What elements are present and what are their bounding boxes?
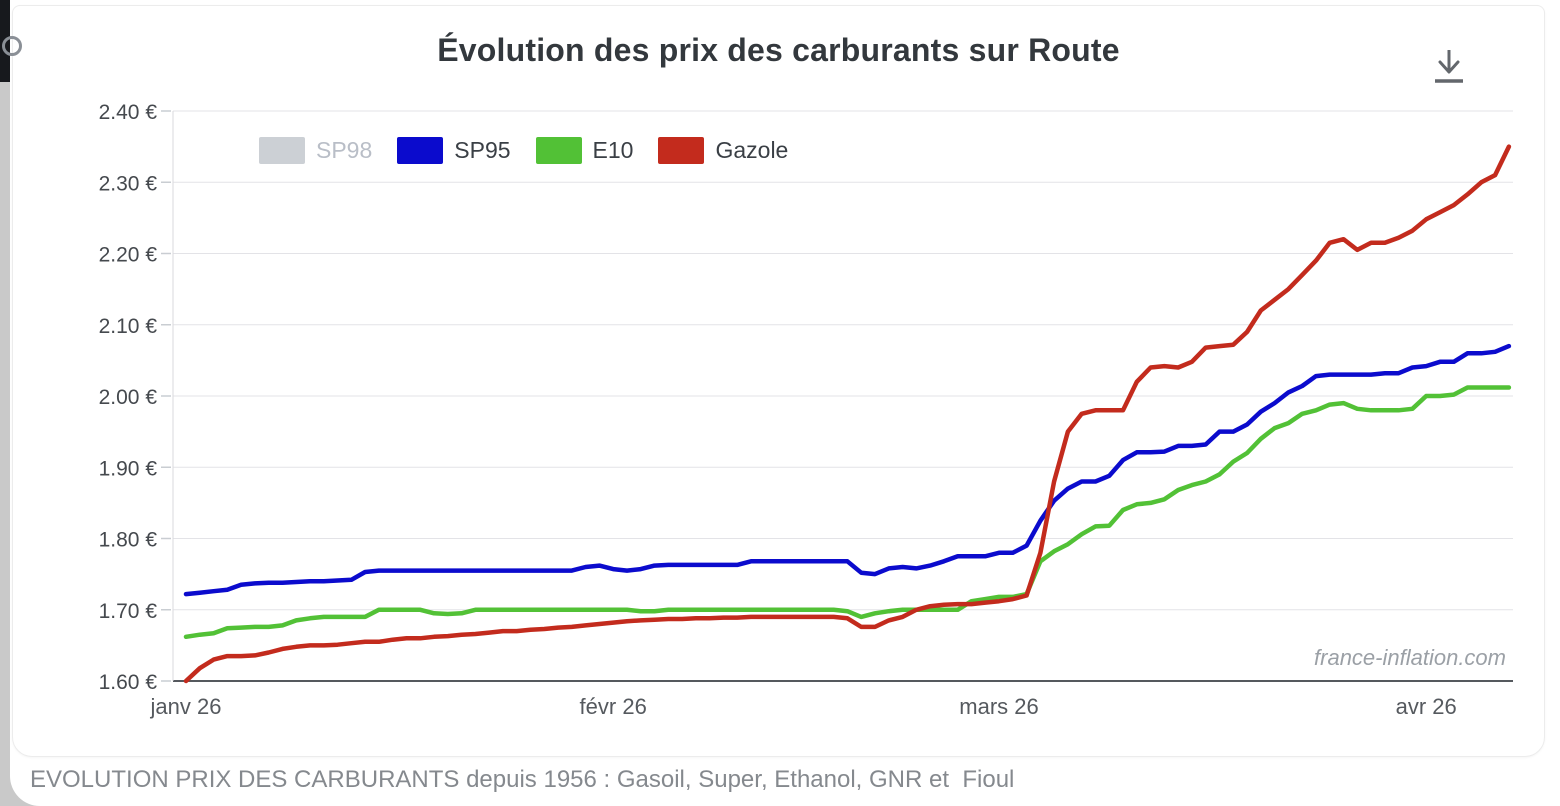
legend-item-e10[interactable]: E10 (535, 137, 634, 164)
legend-label-sp95: SP95 (454, 137, 511, 163)
y-tick-label: 2.00 € (99, 386, 158, 409)
y-tick-label: 1.70 € (99, 600, 158, 623)
x-tick-label: janv 26 (150, 694, 222, 719)
legend-label-e10: E10 (592, 137, 634, 163)
y-tick-label: 2.40 € (99, 101, 158, 124)
legend-swatch-e10 (535, 137, 582, 164)
y-tick-label: 2.30 € (99, 172, 158, 195)
y-tick-label: 2.20 € (99, 244, 158, 267)
legend-swatch-sp98 (259, 137, 305, 164)
y-tick-label: 1.90 € (99, 457, 158, 480)
watermark: france-inflation.com (1314, 645, 1506, 670)
y-tick-label: 1.80 € (99, 529, 158, 552)
download-button[interactable] (1429, 44, 1469, 88)
screen-edge-artifact (0, 0, 22, 82)
download-icon (1435, 50, 1463, 83)
series-line-gazole (183, 144, 1512, 684)
chart-title: Évolution des prix des carburants sur Ro… (437, 32, 1120, 68)
chart-card: Évolution des prix des carburants sur Ro… (12, 5, 1545, 757)
series-line-e10 (183, 385, 1512, 640)
series-line-sp95 (183, 343, 1512, 597)
legend-item-sp98[interactable]: SP98 (259, 137, 372, 164)
legend-swatch-sp95 (397, 137, 444, 164)
edge-glyph-icon (2, 36, 22, 56)
legend-item-sp95[interactable]: SP95 (397, 137, 511, 164)
y-tick-label: 2.10 € (99, 315, 158, 338)
legend-item-gazole[interactable]: Gazole (658, 137, 788, 164)
bottom-caption: EVOLUTION PRIX DES CARBURANTS depuis 195… (30, 766, 1015, 793)
plot-area[interactable] (173, 111, 1513, 681)
price-chart-svg: 1.60 € 1.70 € 1.80 € 1.90 € 2.00 € 2.10 € 2.20… (99, 101, 1513, 719)
chart-legend: SP98 SP95 E10 Gazole (259, 137, 788, 164)
x-tick-label: févr 26 (580, 694, 647, 719)
legend-swatch-gazole (658, 137, 705, 164)
legend-label-gazole: Gazole (715, 137, 789, 163)
x-tick-label: mars 26 (959, 694, 1038, 719)
legend-label-sp98: SP98 (316, 137, 373, 163)
y-tick-label: 1.60 € (99, 671, 158, 694)
x-tick-label: avr 26 (1396, 694, 1457, 719)
